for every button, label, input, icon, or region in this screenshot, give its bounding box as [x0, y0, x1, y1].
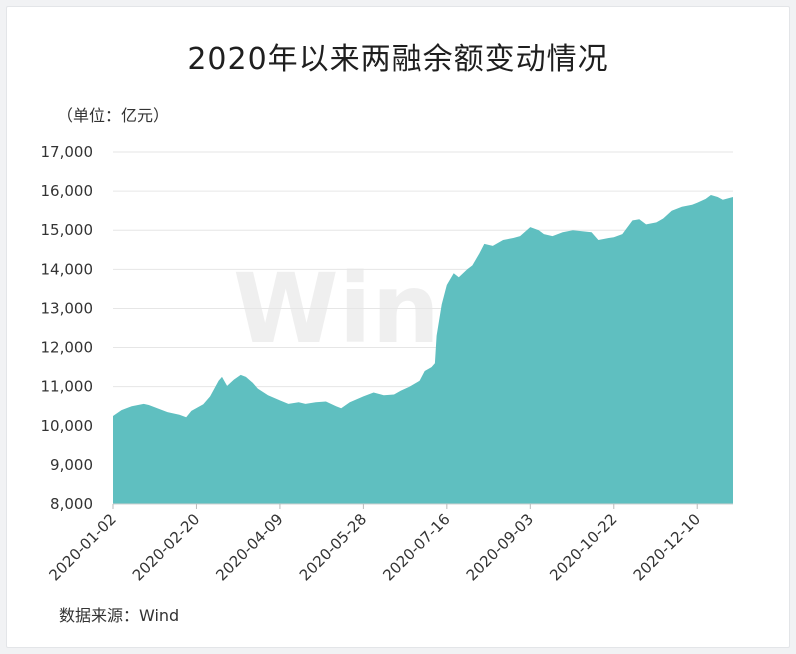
x-axis: 2020-01-02 2020-02-20 2020-04-09 2020-05-28… — [45, 504, 704, 584]
margin-balance-chart: 2020年以来两融余额变动情况 （单位：亿元） Win.d 8,0009,000… — [41, 42, 733, 625]
y-tick-label: 10,000 — [41, 417, 94, 435]
y-tick-label: 8,000 — [50, 495, 93, 513]
x-tick-label: 2020-01-02 — [45, 510, 119, 584]
y-tick-label: 16,000 — [41, 182, 94, 200]
x-tick-label: 2020-04-09 — [212, 510, 286, 584]
y-axis: 8,000 9,000 10,000 11,000 12,000 13,000 14,000… — [41, 143, 94, 513]
x-tick-label: 2020-07-16 — [379, 510, 453, 584]
y-tick-label: 11,000 — [41, 378, 94, 396]
x-tick-label: 2020-09-03 — [463, 510, 537, 584]
x-tick-label: 2020-05-28 — [296, 510, 370, 584]
x-tick-label: 2020-10-22 — [546, 510, 620, 584]
y-tick-label: 12,000 — [41, 339, 94, 357]
chart-card: 2020年以来两融余额变动情况 （单位：亿元） Win.d 8,000 9,000… — [6, 6, 790, 648]
y-tick-label: 17,000 — [41, 143, 94, 161]
y-tick-label: 13,000 — [41, 299, 94, 317]
unit-label: （单位：亿元） — [57, 106, 169, 125]
source-note: 数据来源：Wind — [59, 606, 179, 625]
chart-title: 2020年以来两融余额变动情况 — [187, 42, 608, 77]
x-tick-label: 2020-12-10 — [630, 510, 704, 584]
x-tick-label: 2020-02-20 — [129, 510, 203, 584]
y-tick-label: 9,000 — [50, 456, 93, 474]
y-tick-label: 15,000 — [41, 221, 94, 239]
y-tick-label: 14,000 — [41, 260, 94, 278]
margin-balance-area — [113, 195, 733, 504]
